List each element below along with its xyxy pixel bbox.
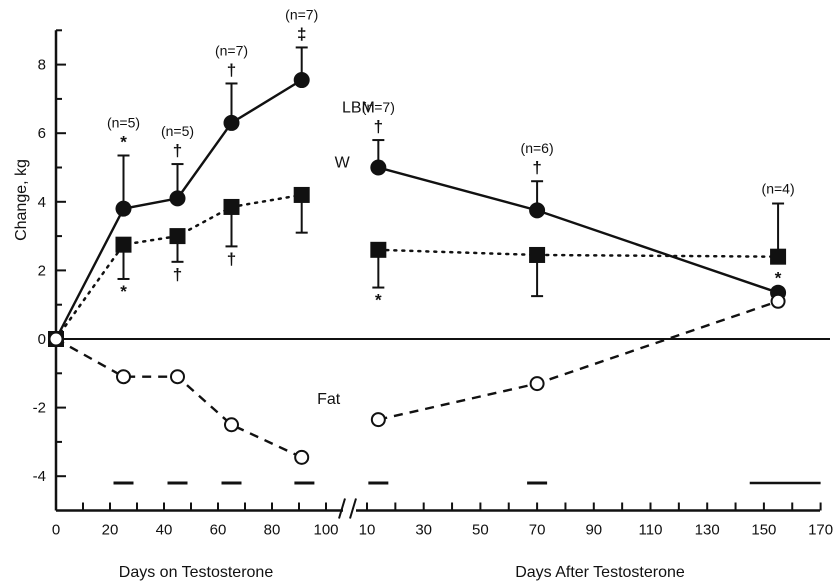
x-tick-label: 130 — [695, 522, 720, 539]
x-tick-label: 80 — [264, 522, 281, 539]
x-axis-title-after: Days After Testosterone — [515, 564, 685, 581]
x-tick-label: 10 — [359, 522, 376, 539]
series-label-lbm: LBM — [342, 100, 375, 117]
point-fat — [48, 331, 64, 347]
significance-mark: ‡ — [297, 24, 306, 43]
significance-mark: * — [120, 282, 127, 301]
x-tick-label: 110 — [639, 522, 663, 539]
point-lbm — [169, 190, 186, 207]
significance-mark: † — [227, 60, 236, 79]
sample-size-label: (n=5) — [107, 114, 140, 130]
x-tick-label: 90 — [585, 522, 602, 539]
point-fat — [529, 376, 545, 392]
point-lbm — [529, 202, 546, 219]
series-line-lbm-after — [378, 166, 779, 294]
x-tick-label: 20 — [102, 522, 119, 539]
y-tick-label: 2 — [38, 262, 46, 279]
point-w — [293, 186, 310, 203]
x-tick-label: 30 — [415, 522, 432, 539]
point-w — [169, 228, 186, 245]
sample-size-label: (n=6) — [521, 140, 554, 156]
significance-mark: † — [532, 158, 541, 177]
point-lbm — [223, 114, 240, 131]
sample-size-label: (n=4) — [762, 181, 795, 197]
x-axis-title-on: Days on Testosterone — [119, 564, 274, 581]
point-fat — [224, 417, 239, 433]
point-lbm — [293, 72, 310, 89]
sample-size-label: (n=5) — [161, 123, 194, 139]
significance-mark: † — [173, 265, 182, 284]
point-fat — [294, 449, 310, 465]
y-tick-label: 4 — [38, 194, 46, 211]
x-tick-label: 60 — [210, 522, 227, 539]
series-line-w-after — [377, 248, 780, 258]
sample-size-label: (n=7) — [362, 99, 395, 115]
series-label-fat: Fat — [317, 391, 341, 408]
markers-layer — [48, 72, 787, 465]
axes-layer — [54, 29, 830, 519]
series-line-fat-on — [55, 337, 303, 459]
y-tick-label: 0 — [38, 331, 46, 348]
point-lbm — [370, 159, 387, 176]
series-line-fat-after — [378, 300, 779, 421]
point-w — [370, 241, 387, 258]
point-w — [115, 236, 132, 253]
significance-mark: * — [775, 268, 782, 287]
y-tick-label: 8 — [38, 57, 46, 74]
x-tick-label: 0 — [52, 522, 60, 539]
x-tick-label: 100 — [313, 522, 338, 539]
significance-mark: † — [227, 249, 236, 268]
axis-break — [338, 498, 357, 519]
y-tick-label: -2 — [33, 400, 46, 417]
significance-mark: † — [173, 141, 182, 160]
series-line-lbm-on — [54, 79, 303, 340]
series-label-w: W — [335, 155, 351, 172]
x-tick-label: 170 — [808, 522, 833, 539]
x-tick-label: 150 — [751, 522, 776, 539]
sample-size-label: (n=7) — [285, 6, 318, 22]
x-tick-label: 70 — [529, 522, 546, 539]
significance-mark: * — [120, 132, 127, 151]
y-tick-label: 6 — [38, 125, 46, 142]
point-w — [529, 246, 546, 263]
point-fat — [370, 412, 386, 428]
x-tick-label: 40 — [156, 522, 173, 539]
point-w — [223, 198, 240, 215]
sample-size-label: (n=7) — [215, 42, 248, 58]
significance-mark: † — [374, 117, 383, 136]
point-lbm — [115, 200, 132, 217]
point-fat — [770, 293, 786, 309]
y-tick-label: -4 — [33, 468, 46, 485]
point-fat — [170, 369, 185, 385]
point-w — [770, 248, 787, 265]
x-tick-label: 50 — [472, 522, 489, 539]
point-fat — [116, 369, 131, 385]
significance-mark: * — [375, 291, 382, 310]
y-axis-title: Change, kg — [13, 159, 30, 241]
error-bars-layer — [117, 46, 785, 298]
